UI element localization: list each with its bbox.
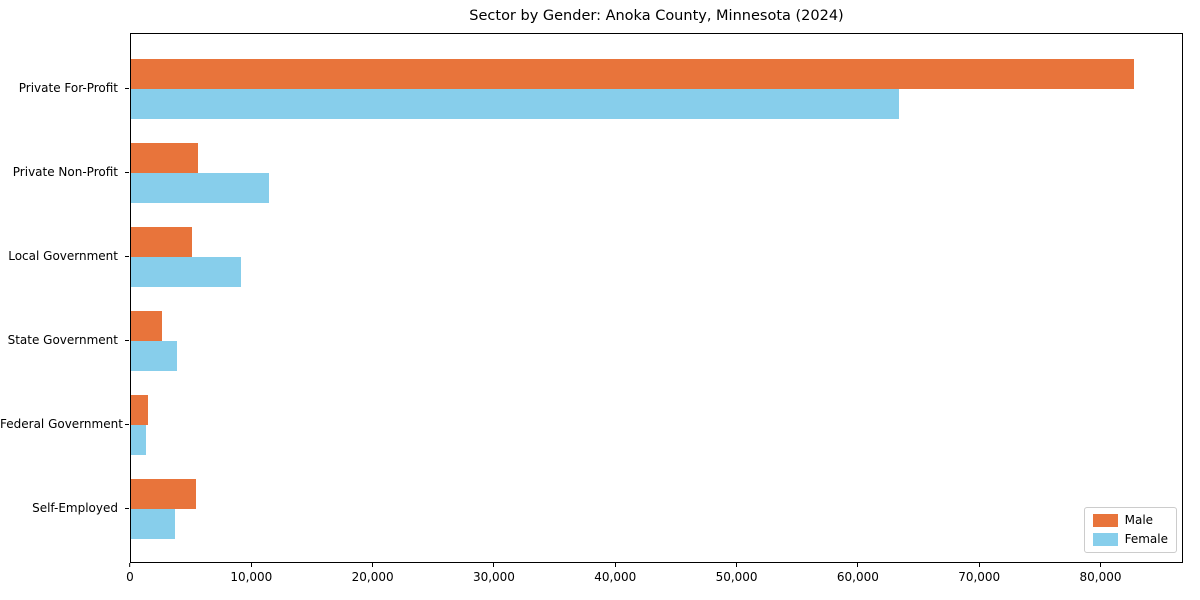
x-tick-label: 60,000 — [836, 570, 879, 584]
bar-male-federal-government — [131, 395, 148, 425]
y-tick-label-state-government: State Government — [7, 333, 118, 347]
legend-label-male: Male — [1124, 513, 1154, 527]
x-tick-0: 0 — [126, 563, 134, 584]
bar-female-self-employed — [131, 509, 175, 539]
chart-title: Sector by Gender: Anoka County, Minnesot… — [469, 8, 844, 24]
y-axis: Private For-Profit Private Non-Profit Loca… — [0, 33, 130, 563]
bar-female-federal-government — [131, 425, 146, 455]
x-tick-60000: 60,000 — [837, 563, 879, 584]
x-tickmark — [978, 563, 980, 567]
bar-female-private-non-profit — [131, 173, 270, 203]
x-tick-50000: 50,000 — [716, 563, 758, 584]
y-tickmark — [125, 340, 129, 341]
x-tick-label: 30,000 — [472, 570, 515, 584]
x-tick-label: 70,000 — [958, 570, 1001, 584]
legend-label-female: Female — [1124, 532, 1168, 546]
bar-male-private-for-profit — [131, 59, 1134, 89]
legend-item-male: Male — [1092, 513, 1168, 527]
x-tickmark — [1100, 563, 1101, 567]
y-tick-label-local-government: Local Government — [8, 249, 118, 263]
y-tick-label-private-for-profit: Private For-Profit — [18, 81, 118, 95]
x-tick-30000: 30,000 — [473, 563, 515, 584]
y-tickmark — [125, 88, 129, 89]
bar-female-private-for-profit — [131, 89, 899, 119]
bar-male-state-government — [131, 311, 163, 341]
x-tick-20000: 20,000 — [352, 563, 394, 584]
x-tickmark — [493, 563, 495, 567]
y-tickmark — [125, 508, 129, 509]
x-tick-40000: 40,000 — [594, 563, 636, 584]
x-tickmark — [372, 563, 374, 567]
y-tick-label-self-employed: Self-Employed — [32, 501, 118, 515]
y-tickmark — [125, 256, 129, 257]
x-tickmark — [857, 563, 859, 567]
y-tick-label-private-non-profit: Private Non-Profit — [12, 165, 118, 179]
y-tickmark — [125, 424, 129, 425]
x-tick-70000: 70,000 — [958, 563, 1000, 584]
x-tickmark — [250, 563, 252, 567]
bar-female-local-government — [131, 257, 242, 287]
bar-male-local-government — [131, 227, 192, 257]
legend-swatch-male — [1092, 514, 1118, 527]
x-tick-label: 80,000 — [1079, 570, 1122, 584]
x-tick-label: 10,000 — [230, 570, 273, 584]
plot-area: Male Female — [130, 33, 1183, 563]
x-tick-10000: 10,000 — [230, 563, 272, 584]
x-tick-label: 0 — [126, 570, 134, 584]
legend-swatch-female — [1092, 533, 1118, 546]
bar-male-self-employed — [131, 479, 197, 509]
bar-female-state-government — [131, 341, 177, 371]
bar-male-private-non-profit — [131, 143, 198, 173]
x-tickmark — [129, 563, 131, 567]
y-tickmark — [125, 172, 129, 173]
x-axis: 0 10,000 20,000 30,000 40,000 50,000 60,000 70,… — [126, 563, 1183, 593]
x-tick-label: 40,000 — [594, 570, 637, 584]
x-tickmark — [736, 563, 738, 567]
x-tick-80000: 80,000 — [1080, 563, 1122, 584]
x-tick-label: 50,000 — [715, 570, 758, 584]
legend: Male Female — [1083, 507, 1177, 553]
y-tick-label-federal-government: Federal Government — [0, 417, 123, 431]
x-tick-label: 20,000 — [351, 570, 394, 584]
legend-item-female: Female — [1092, 532, 1168, 546]
x-tickmark — [614, 563, 616, 567]
